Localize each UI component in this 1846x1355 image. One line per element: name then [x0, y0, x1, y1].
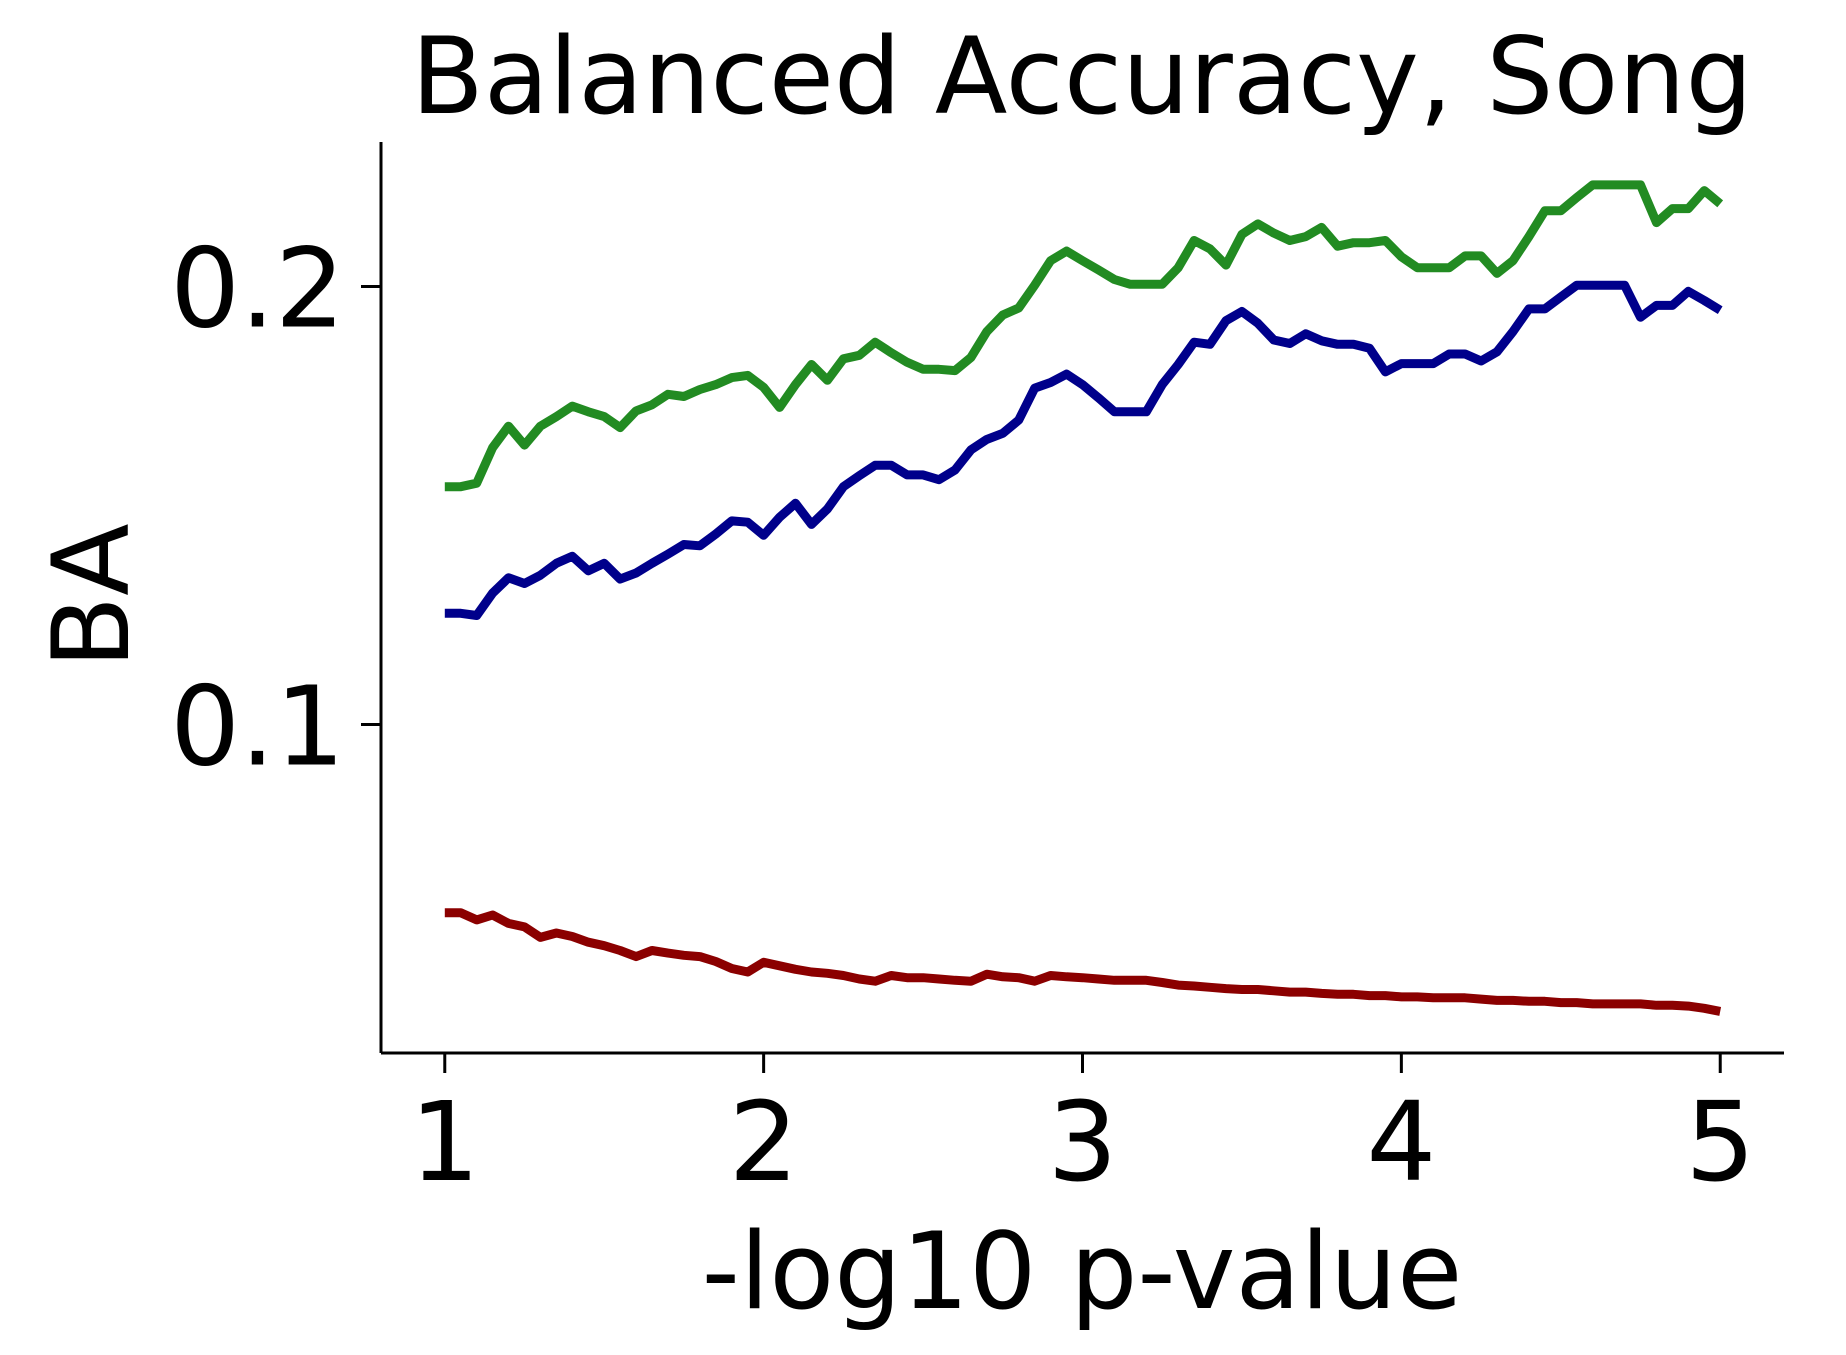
- y-tick-label: 0.1: [170, 663, 345, 791]
- x-tick-label: 5: [1685, 1078, 1755, 1206]
- y-tick-label: 0.2: [170, 225, 345, 353]
- chart-title: Balanced Accuracy, Song: [411, 15, 1753, 138]
- x-tick-label: 1: [410, 1078, 480, 1206]
- data-line: [444, 280, 1723, 620]
- data-line: [444, 180, 1724, 492]
- y-axis-label: BA: [30, 523, 153, 668]
- x-tick-label: 3: [1048, 1078, 1118, 1206]
- x-axis-label: -log10 p-value: [702, 1210, 1463, 1333]
- data-line: [444, 908, 1722, 1016]
- x-tick-label: 4: [1366, 1078, 1436, 1206]
- x-tick-label: 2: [729, 1078, 799, 1206]
